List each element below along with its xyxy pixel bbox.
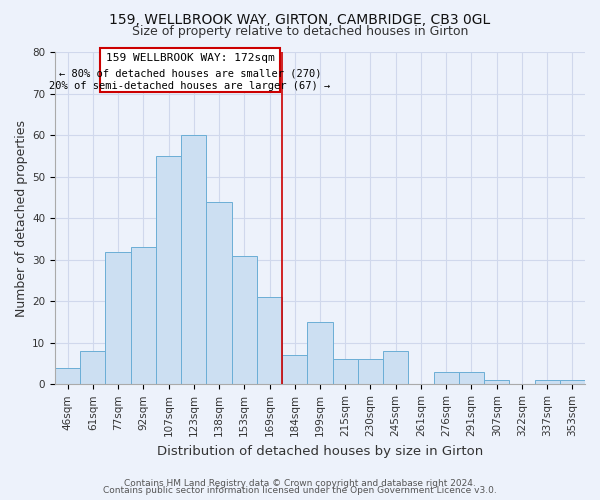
Y-axis label: Number of detached properties: Number of detached properties (15, 120, 28, 317)
Bar (358, 360, 383, 384)
Bar (156, 156, 181, 384)
Bar (434, 372, 459, 384)
Bar (383, 351, 409, 384)
Bar (560, 380, 585, 384)
Text: Size of property relative to detached houses in Girton: Size of property relative to detached ho… (132, 25, 468, 38)
X-axis label: Distribution of detached houses by size in Girton: Distribution of detached houses by size … (157, 444, 483, 458)
Bar (459, 372, 484, 384)
Bar (257, 297, 282, 384)
Text: 20% of semi-detached houses are larger (67) →: 20% of semi-detached houses are larger (… (49, 82, 331, 92)
Bar (535, 380, 560, 384)
Bar (232, 256, 257, 384)
Text: 159, WELLBROOK WAY, GIRTON, CAMBRIDGE, CB3 0GL: 159, WELLBROOK WAY, GIRTON, CAMBRIDGE, C… (109, 12, 491, 26)
Text: Contains HM Land Registry data © Crown copyright and database right 2024.: Contains HM Land Registry data © Crown c… (124, 478, 476, 488)
Text: ← 80% of detached houses are smaller (270): ← 80% of detached houses are smaller (27… (59, 68, 321, 78)
Bar (206, 202, 232, 384)
Bar (131, 248, 156, 384)
Bar (55, 368, 80, 384)
Bar (181, 136, 206, 384)
Bar (282, 356, 307, 384)
Text: 159 WELLBROOK WAY: 172sqm: 159 WELLBROOK WAY: 172sqm (106, 53, 274, 63)
Bar (307, 322, 332, 384)
Bar (80, 351, 106, 384)
Bar (332, 360, 358, 384)
Bar (484, 380, 509, 384)
Bar (106, 252, 131, 384)
FancyBboxPatch shape (100, 48, 280, 92)
Text: Contains public sector information licensed under the Open Government Licence v3: Contains public sector information licen… (103, 486, 497, 495)
